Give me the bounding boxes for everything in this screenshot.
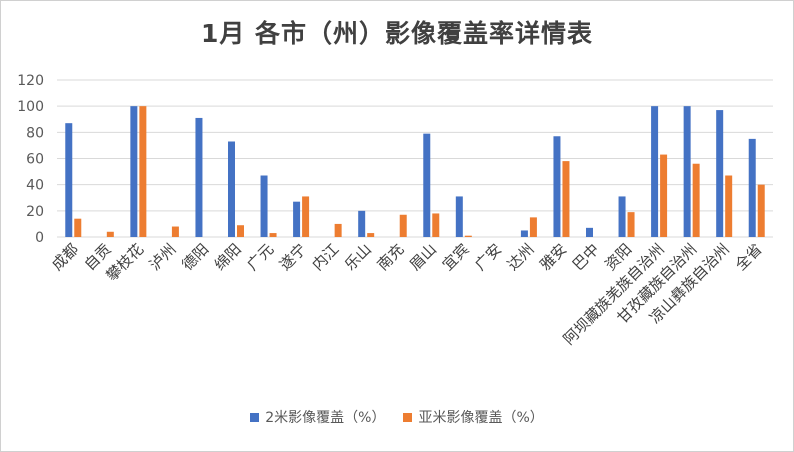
- bar-series-2: [139, 106, 147, 238]
- bar-series-1: [683, 106, 691, 238]
- chart-title: 1月 各市（州）影像覆盖率详情表: [200, 19, 594, 48]
- y-tick-label: 60: [26, 152, 44, 168]
- bar-series-1: [423, 133, 431, 237]
- bar-series-2: [562, 161, 570, 237]
- bar-series-2: [237, 225, 244, 237]
- bar-series-1: [195, 117, 203, 237]
- bar-series-2: [74, 218, 82, 237]
- legend-label-series-2: 亚米影像覆盖（%）: [418, 410, 544, 426]
- y-tick-label: 0: [35, 230, 44, 246]
- x-tick-label: 雅安: [536, 240, 570, 274]
- y-tick-label: 100: [17, 99, 44, 115]
- x-tick-label: 泸州: [146, 240, 180, 274]
- bar-series-1: [748, 138, 756, 237]
- chart-legend: 2米影像覆盖（%） 亚米影像覆盖（%）: [0, 407, 794, 427]
- bar-series-1: [716, 110, 724, 237]
- y-tick-label: 120: [17, 73, 44, 89]
- x-tick-label: 广元: [243, 240, 277, 274]
- bar-series-2: [302, 196, 310, 237]
- x-tick-label: 广安: [471, 240, 505, 274]
- bar-series-1: [553, 136, 561, 237]
- bar-series-2: [367, 233, 375, 237]
- x-tick-label: 全省: [732, 240, 766, 274]
- x-tick-label: 巴中: [569, 240, 603, 274]
- bar-series-2: [334, 223, 342, 237]
- bar-series-2: [627, 212, 635, 237]
- legend-swatch-series-1: [250, 412, 260, 422]
- bar-series-1: [228, 141, 235, 237]
- bar-series-2: [106, 231, 114, 237]
- x-tick-label: 达州: [504, 240, 538, 274]
- bar-series-1: [455, 196, 463, 237]
- y-tick-label: 20: [26, 204, 44, 220]
- x-tick-label: 乐山: [341, 240, 375, 274]
- bar-series-2: [660, 154, 668, 237]
- x-tick-label: 攀枝花: [103, 240, 148, 285]
- bar-series-1: [358, 210, 366, 237]
- x-tick-label: 眉山: [406, 240, 440, 274]
- legend-label-series-1: 2米影像覆盖（%）: [265, 410, 386, 426]
- bar-series-2: [725, 175, 733, 237]
- bar-series-1: [260, 175, 268, 237]
- bar-series-2: [269, 233, 277, 237]
- bar-series-1: [520, 230, 528, 237]
- bar-series-1: [65, 123, 73, 237]
- bar-series-2: [757, 184, 765, 237]
- x-tick-label: 遂宁: [276, 240, 310, 274]
- x-tick-label: 德阳: [178, 240, 212, 274]
- bar-series-1: [618, 196, 626, 237]
- bar-series-1: [651, 106, 659, 238]
- legend-item-series-2: 亚米影像覆盖（%）: [403, 407, 544, 427]
- x-tick-label: 内江: [309, 240, 343, 274]
- y-tick-label: 40: [26, 178, 44, 194]
- x-tick-label: 南充: [374, 240, 408, 274]
- bar-series-2: [529, 217, 537, 237]
- legend-item-series-1: 2米影像覆盖（%）: [250, 407, 385, 427]
- y-tick-label: 80: [26, 125, 44, 141]
- bar-series-2: [692, 163, 700, 237]
- bar-series-2: [399, 214, 407, 237]
- x-tick-label: 绵阳: [211, 240, 245, 274]
- bar-series-1: [586, 227, 593, 237]
- bar-series-2: [171, 226, 179, 237]
- x-tick-label: 成都: [48, 240, 82, 274]
- bar-series-1: [293, 201, 301, 237]
- bar-series-2: [432, 213, 440, 237]
- x-tick-label: 宜宾: [439, 240, 473, 274]
- bar-series-2: [464, 235, 472, 237]
- bar-series-1: [130, 106, 138, 238]
- legend-swatch-series-2: [403, 412, 413, 422]
